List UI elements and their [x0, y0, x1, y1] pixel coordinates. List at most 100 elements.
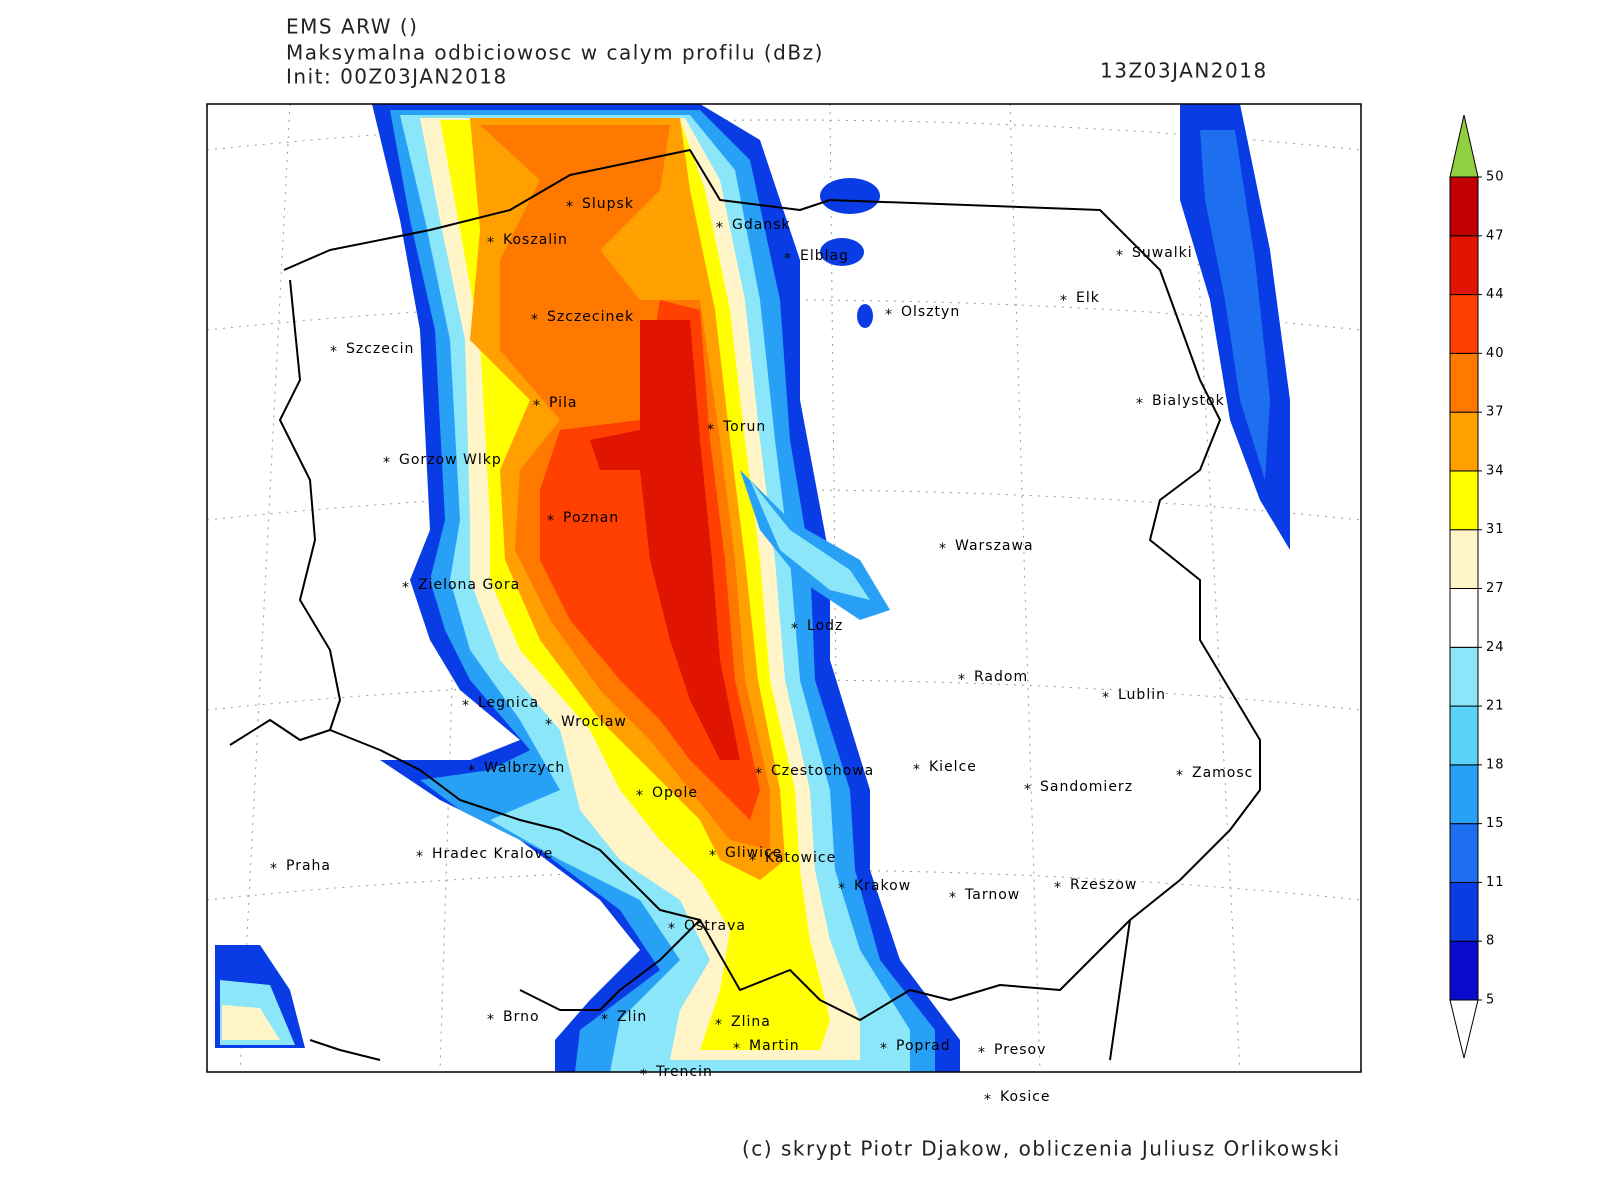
city-name: Gorzow Wlkp — [399, 452, 502, 468]
city-marker: * — [487, 1012, 495, 1028]
color-band — [1449, 411, 1479, 472]
city-name: Olsztyn — [901, 304, 960, 320]
city-marker: * — [668, 921, 676, 937]
city-marker: * — [949, 890, 957, 906]
city-marker: * — [791, 621, 799, 637]
city-marker: * — [749, 853, 757, 869]
city-name: Trencin — [655, 1064, 713, 1080]
city-marker: * — [939, 541, 947, 557]
colorbar-tick-label: 47 — [1486, 228, 1505, 243]
city-marker: * — [784, 251, 792, 267]
city-marker: * — [640, 1067, 648, 1083]
valid-time: 13Z03JAN2018 — [1100, 59, 1268, 83]
city-name: Poprad — [896, 1038, 951, 1054]
city-name: Elblag — [800, 248, 849, 264]
city-marker: * — [601, 1012, 609, 1028]
city-name: Elk — [1076, 290, 1100, 306]
city-name: Ostrava — [684, 918, 746, 934]
city-name: Pila — [549, 395, 578, 411]
colorbar-tick-label: 37 — [1486, 405, 1505, 420]
colorbar-tick-label: 44 — [1486, 287, 1505, 302]
city-marker: * — [1024, 782, 1032, 798]
city-name: Sandomierz — [1040, 779, 1133, 795]
city-name: Lodz — [807, 618, 843, 634]
city-name: Presov — [994, 1042, 1046, 1058]
city-name: Legnica — [478, 695, 539, 711]
under-triangle — [1449, 999, 1479, 1059]
borders — [229, 149, 1261, 1061]
city-marker: * — [1136, 396, 1144, 412]
colorbar-tick-label: 5 — [1486, 993, 1495, 1008]
city-name: Wroclaw — [561, 714, 627, 730]
colorbar-tick-label: 8 — [1486, 934, 1495, 949]
city-name: Torun — [722, 419, 766, 435]
map-area — [207, 104, 1361, 1072]
credit: (c) skrypt Piotr Djakow, obliczenia Juli… — [742, 1137, 1341, 1161]
city-name: Praha — [286, 858, 331, 874]
color-band — [1449, 823, 1479, 883]
city-name: Czestochowa — [771, 763, 874, 779]
init-time: Init: 00Z03JAN2018 — [286, 65, 508, 89]
city-marker: * — [545, 717, 553, 733]
city-name: Krakow — [854, 878, 911, 894]
city-name: Katowice — [765, 850, 836, 866]
city-name: Slupsk — [582, 196, 634, 212]
reflectivity-field — [215, 104, 1290, 1072]
color-band — [1449, 588, 1479, 648]
city-marker: * — [913, 762, 921, 778]
city-name: Zielona Gora — [418, 577, 520, 593]
city-name: Kosice — [1000, 1089, 1051, 1105]
city-marker: * — [978, 1045, 986, 1061]
color-band — [1449, 705, 1479, 766]
color-band — [1449, 764, 1479, 825]
colorbar-tick-label: 24 — [1486, 640, 1505, 655]
over-triangle — [1449, 114, 1479, 178]
city-name: Tarnow — [964, 887, 1020, 903]
city-marker: * — [880, 1041, 888, 1057]
city-name: Martin — [749, 1038, 800, 1054]
city-name: Koszalin — [503, 232, 568, 248]
color-band — [1449, 235, 1479, 296]
city-name: Radom — [974, 669, 1028, 685]
colorbar: 5 8 11 15 18 21 24 27 31 34 37 40 44 47 50 — [1449, 114, 1505, 1059]
color-band — [1449, 352, 1479, 413]
color-band — [1449, 176, 1479, 237]
city-name: Brno — [503, 1009, 540, 1025]
city-name: Opole — [652, 785, 698, 801]
city-name: Szczecinek — [547, 309, 634, 325]
colorbar-tick-label: 31 — [1486, 522, 1505, 537]
color-band — [1449, 470, 1479, 531]
city-marker: * — [1116, 248, 1124, 264]
city-marker: * — [468, 763, 476, 779]
city-marker: * — [755, 766, 763, 782]
city-marker: * — [715, 1017, 723, 1033]
city-marker: * — [733, 1041, 741, 1057]
color-band — [1449, 646, 1479, 707]
city-marker: * — [1054, 880, 1062, 896]
colorbar-tick-label: 27 — [1486, 581, 1505, 596]
city-marker: * — [1060, 293, 1068, 309]
city-name: Rzeszow — [1070, 877, 1137, 893]
city-marker: * — [716, 220, 724, 236]
city-name: Hradec Kralove — [432, 846, 553, 862]
colorbar-tick-label: 50 — [1486, 170, 1505, 185]
city-name: Suwalki — [1132, 245, 1193, 261]
city-name: Gdansk — [732, 217, 791, 233]
city-marker: * — [1102, 690, 1110, 706]
color-band — [1449, 940, 1479, 1001]
city-name: Kielce — [929, 759, 977, 775]
city-marker: * — [533, 398, 541, 414]
city-name: Warszawa — [955, 538, 1034, 554]
city-marker: * — [709, 848, 717, 864]
field-title: Maksymalna odbiciowosc w calym profilu (… — [286, 41, 824, 65]
city-name: Szczecin — [346, 341, 414, 357]
colorbar-tick-label: 11 — [1486, 875, 1505, 890]
city-marker: * — [330, 344, 338, 360]
city-marker: * — [547, 513, 555, 529]
city-marker: * — [487, 235, 495, 251]
city-name: Zamosc — [1192, 765, 1253, 781]
city-marker: * — [531, 312, 539, 328]
city-marker: * — [984, 1092, 992, 1108]
city-marker: * — [566, 199, 574, 215]
